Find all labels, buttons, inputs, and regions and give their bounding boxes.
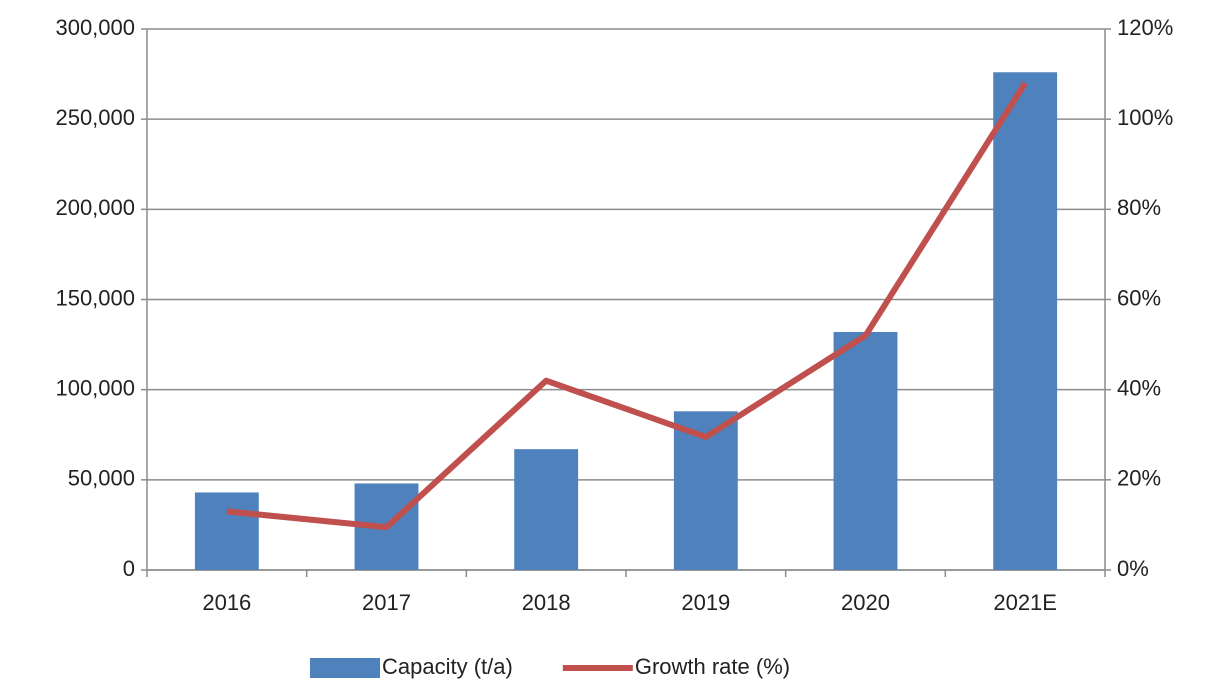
- y2-tick-label: 40%: [1117, 375, 1161, 400]
- y-tick-label: 250,000: [55, 105, 135, 130]
- y-tick-label: 0: [123, 556, 135, 581]
- x-tick-label: 2017: [362, 590, 411, 615]
- y-tick-label: 100,000: [55, 375, 135, 400]
- y2-tick-label: 60%: [1117, 285, 1161, 310]
- x-tick-label: 2016: [202, 590, 251, 615]
- legend-label: Capacity (t/a): [382, 654, 513, 679]
- bar: [993, 72, 1058, 570]
- bar: [514, 449, 579, 570]
- y2-tick-label: 20%: [1117, 466, 1161, 491]
- y2-tick-label: 0%: [1117, 556, 1149, 581]
- legend-label: Growth rate (%): [635, 654, 790, 679]
- y-tick-label: 150,000: [55, 285, 135, 310]
- x-tick-label: 2021E: [993, 590, 1057, 615]
- legend-swatch: [310, 658, 380, 678]
- bar: [194, 492, 259, 570]
- y-tick-label: 300,000: [55, 15, 135, 40]
- line: [226, 81, 1028, 531]
- x-tick-label: 2020: [841, 590, 890, 615]
- bar: [833, 331, 898, 570]
- x-tick-label: 2018: [522, 590, 571, 615]
- y2-tick-label: 100%: [1117, 105, 1173, 130]
- y-tick-label: 50,000: [68, 466, 135, 491]
- y2-tick-label: 80%: [1117, 195, 1161, 220]
- y2-tick-label: 120%: [1117, 15, 1173, 40]
- y-tick-label: 200,000: [55, 195, 135, 220]
- x-tick-label: 2019: [681, 590, 730, 615]
